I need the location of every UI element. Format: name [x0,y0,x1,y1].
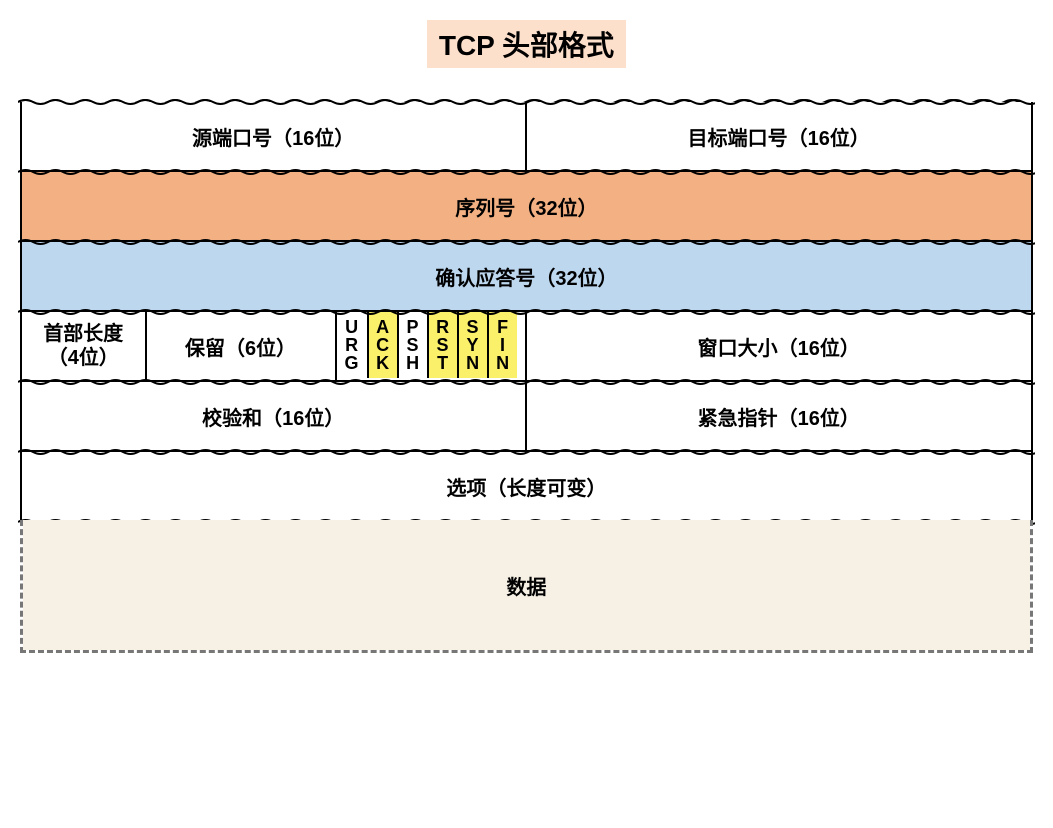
flag-fin: FIN [487,312,517,378]
row-check: 校验和（16位）紧急指针（16位） [20,382,1033,452]
cell-ports-1: 目标端口号（16位） [527,102,1034,172]
cell-flags-1: 保留（6位） [147,312,337,382]
row-data: 数据 [23,520,1030,650]
title-container: TCP 头部格式 [20,20,1033,68]
cell-flags-3: 窗口大小（16位） [527,312,1034,382]
diagram-title: TCP 头部格式 [427,20,626,68]
flag-urg: URG [337,312,367,378]
row-seq: 序列号（32位） [20,172,1033,242]
tcp-header-table: 源端口号（16位）目标端口号（16位）序列号（32位）确认应答号（32位）首部长… [20,98,1033,653]
cell-flags-0: 首部长度 （4位） [20,312,147,382]
flag-syn: SYN [457,312,487,378]
cell-ack-0: 确认应答号（32位） [20,242,1033,312]
flag-ack: ACK [367,312,397,378]
cell-check-1: 紧急指针（16位） [527,382,1034,452]
row-options: 选项（长度可变） [20,452,1033,522]
data-section: 数据 [20,520,1033,653]
cell-ports-0: 源端口号（16位） [20,102,527,172]
flag-rst: RST [427,312,457,378]
flag-psh: PSH [397,312,427,378]
cell-options-0: 选项（长度可变） [20,452,1033,522]
flags-group: URGACKPSHRSTSYNFIN [337,312,527,382]
cell-seq-0: 序列号（32位） [20,172,1033,242]
row-flags: 首部长度 （4位）保留（6位）URGACKPSHRSTSYNFIN窗口大小（16… [20,312,1033,382]
cell-data: 数据 [23,520,1030,650]
row-ack: 确认应答号（32位） [20,242,1033,312]
cell-check-0: 校验和（16位） [20,382,527,452]
row-ports: 源端口号（16位）目标端口号（16位） [20,102,1033,172]
